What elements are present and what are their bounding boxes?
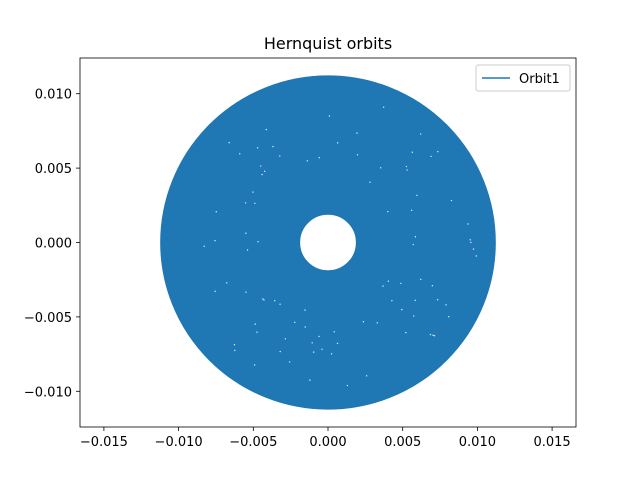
legend-label-orbit1: Orbit1 xyxy=(519,72,560,87)
orbit-texture xyxy=(203,106,477,387)
y-tick-label: −0.005 xyxy=(24,311,72,326)
x-tick-label: 0.000 xyxy=(309,435,346,450)
y-tick-label: 0.000 xyxy=(35,237,72,252)
x-tick-label: −0.015 xyxy=(80,435,128,450)
legend: Orbit1 xyxy=(475,64,571,92)
chart-title: Hernquist orbits xyxy=(264,34,392,53)
x-tick-label: 0.010 xyxy=(459,435,496,450)
x-tick-label: 0.015 xyxy=(533,435,570,450)
x-tick-label: −0.005 xyxy=(229,435,277,450)
y-axis: −0.010 −0.005 0.000 0.005 0.010 xyxy=(24,88,80,400)
legend-box xyxy=(475,64,571,92)
x-tick-label: −0.010 xyxy=(155,435,203,450)
plot-area xyxy=(160,75,496,410)
x-tick-label: 0.005 xyxy=(384,435,421,450)
y-tick-label: −0.010 xyxy=(24,385,72,400)
x-axis: −0.015 −0.010 −0.005 0.000 0.005 0.010 0.015 xyxy=(80,427,571,450)
y-tick-label: 0.010 xyxy=(35,88,72,103)
y-tick-label: 0.005 xyxy=(35,162,72,177)
orbit-series-1 xyxy=(160,75,496,410)
